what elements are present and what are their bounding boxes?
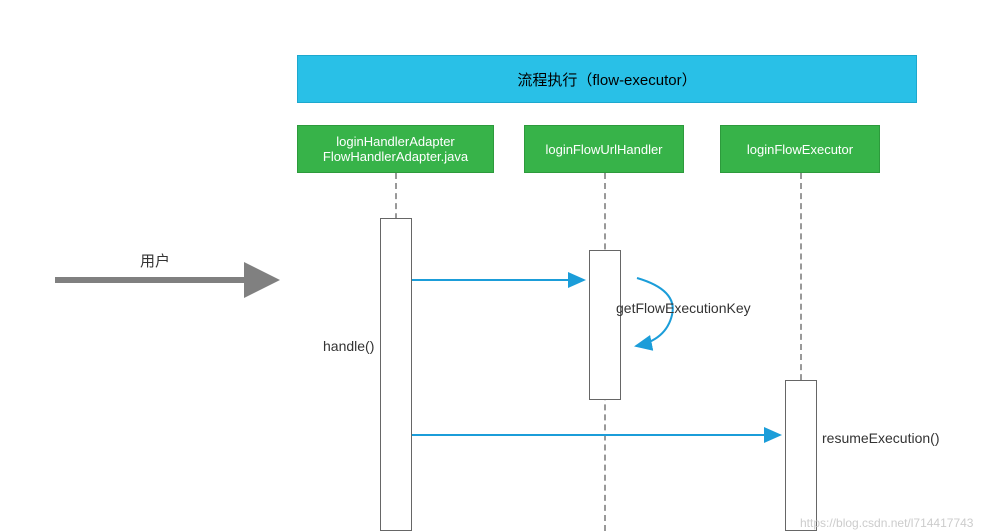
watermark: https://blog.csdn.net/l714417743 (800, 516, 973, 530)
message-arrows (0, 0, 985, 531)
label-handle: handle() (323, 338, 374, 354)
label-getflowkey: getFlowExecutionKey (616, 300, 751, 316)
label-resume: resumeExecution() (822, 430, 940, 446)
